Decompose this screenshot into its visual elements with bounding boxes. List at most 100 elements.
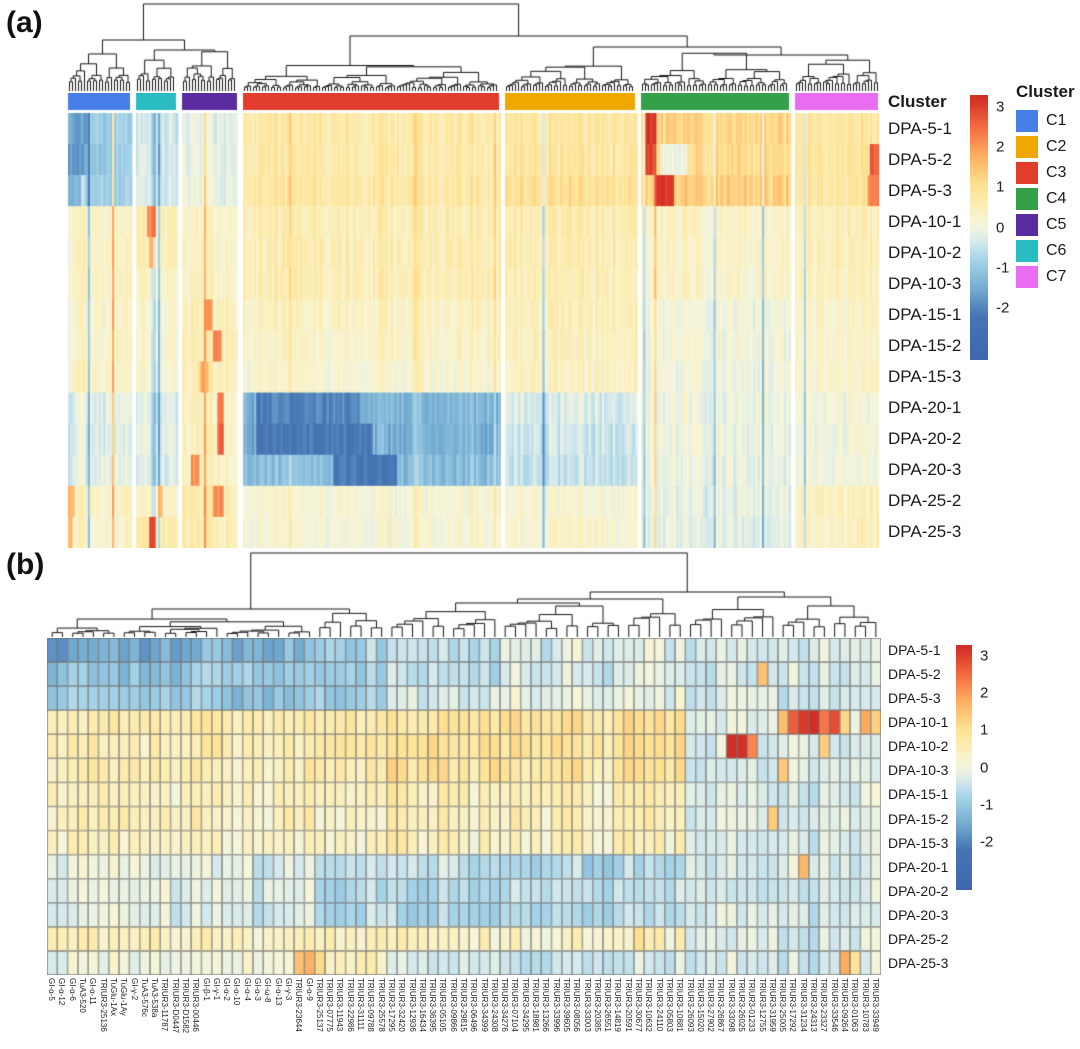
cluster-color-swatch [1016, 136, 1038, 158]
panel-b-column-label: GI-α-11 [88, 978, 98, 1005]
panel-b-column-label: TuA3-520 [78, 978, 88, 1013]
panel-b-column-label: TRIUR3-25137 [314, 978, 324, 1032]
panel-b-column-label: TRIUR3-33949 [870, 978, 880, 1032]
panel-b-row-label: DPA-20-2 [888, 882, 949, 899]
panel-b-dendrogram [45, 550, 885, 638]
colorbar-tick-label: -2 [980, 833, 994, 851]
panel-b-column-label: TRIUR3-07775 [325, 978, 335, 1032]
cluster-legend-item: C7 [1016, 266, 1075, 288]
panel-b-column-label: TRIUR3-08056 [572, 978, 582, 1032]
panel-b-column-label: TuGlu-1Ay [119, 978, 129, 1016]
colorbar-tick-label: -2 [996, 299, 1010, 317]
colorbar-tick-label: 2 [980, 684, 989, 702]
panel-b-column-label: TRIUR3-15020 [695, 978, 705, 1032]
panel-b-column-label: GI-α-10 [232, 978, 242, 1006]
panel-b-column-label: TuA3-538a [150, 978, 160, 1018]
panel-b-column-label: TRIUR3-07104 [510, 978, 520, 1032]
panel-a-cluster-annotation-title: Cluster [888, 92, 947, 111]
panel-a-row-label: DPA-10-3 [888, 273, 962, 293]
colorbar-tick-label: -1 [996, 259, 1010, 277]
panel-a-row-label: DPA-15-2 [888, 336, 962, 356]
panel-a-label: (a) [6, 6, 43, 39]
panel-b-row-label: DPA-15-2 [888, 810, 949, 827]
panel-b-column-label: TRIUR3-D0447 [170, 978, 180, 1034]
cluster-legend-item: C2 [1016, 136, 1075, 158]
panel-b-column-label: TRIUR3-22986 [345, 978, 355, 1032]
panel-b-column-label: TRIUR3-18981 [531, 978, 541, 1032]
cluster-color-swatch [1016, 214, 1038, 236]
cluster-legend-items: C1 C2 C3 C4 C5 C6 C7 [1016, 110, 1075, 288]
panel-b-column-label: TRIUR3-31111 [356, 978, 366, 1031]
panel-b-column-label: TRIUR3-31959 [767, 978, 777, 1032]
panel-a-row-label: DPA-25-2 [888, 491, 962, 511]
colorbar-tick-label: 0 [996, 219, 1005, 236]
panel-b-column-label: TRIUR3-17292 [788, 978, 798, 1032]
panel-b-column-label: TRIUR3-33546 [829, 978, 839, 1032]
panel-b-column-label: TRIUR3-25578 [376, 978, 386, 1032]
cluster-color-swatch [1016, 240, 1038, 262]
panel-b-column-label: TRIUR3-30677 [634, 978, 644, 1032]
panel-a-row-label: DPA-20-1 [888, 398, 962, 418]
cluster-legend: Cluster C1 C2 C3 C4 C5 C6 C7 [1016, 82, 1075, 292]
cluster-legend-label: C6 [1046, 242, 1067, 259]
colorbar-tick-label: 3 [980, 647, 989, 665]
panel-b-heatmap [47, 638, 881, 975]
panel-b-column-label: TRIUR3-27902 [706, 978, 716, 1032]
panel-b-column-label: TRIUR3-33996 [551, 978, 561, 1032]
panel-b-row-label: DPA-10-1 [888, 714, 949, 731]
cluster-legend-label: C3 [1046, 164, 1067, 181]
panel-a-row-label: DPA-5-1 [888, 118, 952, 138]
panel-b-column-label: TRIUR3-14819 [613, 978, 623, 1032]
panel-b-row-label: DPA-25-2 [888, 930, 949, 947]
panel-b-column-label: TRIUR3-D1582 [181, 978, 190, 1034]
panel-b-column-label: GI-α-9 [304, 978, 314, 1001]
panel-b-column-label: TRIUR3-33003 [582, 978, 592, 1032]
colorbar-tick-label: -1 [980, 796, 994, 814]
panel-b-column-label: TRIUR3-34276 [500, 978, 510, 1032]
cluster-legend-label: C5 [1046, 216, 1067, 233]
cluster-color-swatch [1016, 266, 1038, 288]
panel-b-column-label: TRIUR3-12755 [757, 978, 767, 1032]
panel-b-row-label: DPA-5-1 [888, 642, 941, 659]
panel-a-row-label: DPA-15-1 [888, 304, 962, 324]
colorbar-tick-label: 3 [996, 98, 1005, 116]
cluster-legend-item: C3 [1016, 162, 1075, 184]
panel-b-column-label: TRIUR3-26551 [603, 978, 613, 1032]
panel-a-row-label: DPA-20-3 [888, 460, 962, 480]
panel-b-column-label: TRIUR3-36395 [428, 978, 438, 1032]
panel-a-heatmap [60, 93, 888, 548]
panel-b-column-label: TRIUR3-16434 [417, 978, 427, 1032]
panel-b-column-label: TRIUR3-26025 [737, 978, 746, 1032]
panel-a-colorbar-gradient [970, 95, 988, 360]
panel-b-row-label: DPA-15-1 [888, 786, 949, 803]
cluster-legend-label: C1 [1046, 112, 1067, 129]
panel-b-colorbar-gradient [956, 645, 972, 890]
panel-b-column-label: TRIUR3-34399 [479, 978, 489, 1032]
panel-b-column-label: TRIUR3-10881 [675, 978, 685, 1032]
panel-b-column-label: TRIUR3-24313 [809, 978, 819, 1032]
panel-b-column-label: TRIUR3-01233 [747, 978, 757, 1032]
panel-b-row-label: DPA-20-3 [888, 906, 949, 923]
panel-a-row-label: DPA-20-2 [888, 429, 962, 449]
panel-b-column-label: TRIUR3-12936 [407, 978, 417, 1032]
cluster-legend-label: C4 [1046, 190, 1067, 207]
panel-b-column-label: TRIUR3-31234 [798, 978, 808, 1032]
panel-b-column-label: TRIUR3-33098 [726, 978, 736, 1032]
colorbar-tick-label: 0 [980, 759, 989, 776]
panel-a-colorbar: 3 2 1 0 -1 -2 [970, 95, 1040, 360]
panel-a-dendrogram [60, 0, 890, 92]
panel-b-column-label: GI-α-5 [47, 978, 57, 1001]
panel-b-column-label: TRIUR3-32420 [397, 978, 407, 1032]
cluster-color-swatch [1016, 162, 1038, 184]
panel-b-row-label: DPA-25-3 [888, 954, 949, 971]
cluster-legend-item: C1 [1016, 110, 1075, 132]
panel-b-column-label: GI-α-13 [273, 978, 283, 1006]
panel-b-column-label: TRIUR3-06496 [469, 978, 479, 1032]
cluster-legend-label: C2 [1046, 138, 1067, 155]
panel-a-row-label: DPA-25-3 [888, 522, 962, 542]
panel-b-column-label: TRIUR3-39605 [561, 978, 571, 1032]
panel-b-column-label: TRIUR3-24110 [654, 978, 664, 1032]
panel-b-column-label: TRIUR3-10632 [644, 978, 654, 1032]
panel-b-column-label: TRIUR3-20591 [623, 978, 633, 1032]
